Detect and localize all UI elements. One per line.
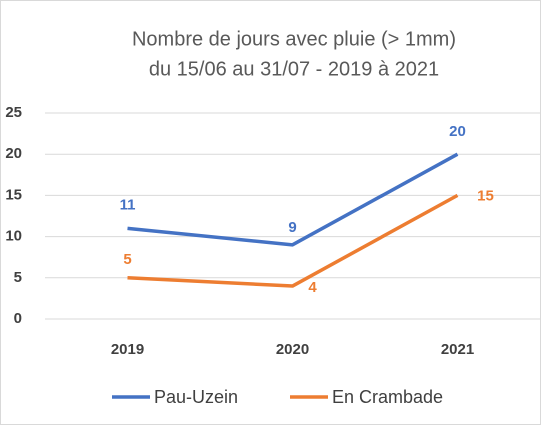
y-tick-label: 20	[5, 145, 22, 162]
legend-label: Pau-Uzein	[154, 387, 238, 407]
y-tick-label: 25	[5, 104, 22, 121]
legend-label: En Crambade	[332, 387, 443, 407]
y-tick-label: 0	[14, 310, 22, 327]
x-tick-label: 2019	[111, 341, 144, 358]
data-label: 15	[477, 187, 494, 204]
x-tick-label: 2020	[276, 341, 309, 358]
y-tick-label: 15	[5, 186, 22, 203]
data-label: 20	[449, 123, 466, 140]
x-tick-label: 2021	[441, 341, 474, 358]
series-line	[127, 193, 459, 288]
data-label: 4	[308, 279, 317, 296]
data-label: 9	[288, 219, 296, 236]
data-label: 11	[120, 196, 136, 213]
y-tick-label: 5	[14, 269, 22, 286]
y-tick-label: 10	[5, 228, 22, 245]
series-line	[127, 152, 459, 247]
data-label: 5	[123, 251, 131, 268]
chart-subtitle: du 15/06 au 31/07 - 2019 à 2021	[149, 58, 439, 80]
chart-border	[0, 0, 541, 425]
chart-title: Nombre de jours avec pluie (> 1mm)	[132, 28, 456, 50]
